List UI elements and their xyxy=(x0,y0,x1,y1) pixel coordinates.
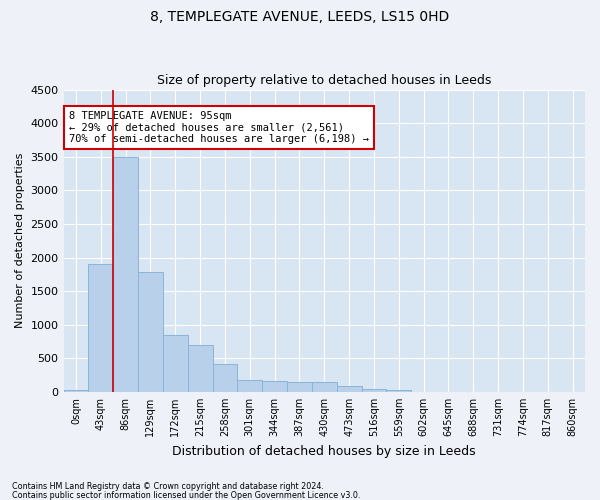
Text: 8 TEMPLEGATE AVENUE: 95sqm
← 29% of detached houses are smaller (2,561)
70% of s: 8 TEMPLEGATE AVENUE: 95sqm ← 29% of deta… xyxy=(69,110,369,144)
Bar xyxy=(386,390,411,392)
Bar xyxy=(312,382,337,392)
Bar xyxy=(287,382,312,392)
Text: 8, TEMPLEGATE AVENUE, LEEDS, LS15 0HD: 8, TEMPLEGATE AVENUE, LEEDS, LS15 0HD xyxy=(151,10,449,24)
Title: Size of property relative to detached houses in Leeds: Size of property relative to detached ho… xyxy=(157,74,491,87)
Text: Contains public sector information licensed under the Open Government Licence v3: Contains public sector information licen… xyxy=(12,490,361,500)
Bar xyxy=(337,386,362,392)
Bar xyxy=(163,335,188,392)
Bar xyxy=(188,345,212,392)
X-axis label: Distribution of detached houses by size in Leeds: Distribution of detached houses by size … xyxy=(172,444,476,458)
Bar xyxy=(262,381,287,392)
Text: Contains HM Land Registry data © Crown copyright and database right 2024.: Contains HM Land Registry data © Crown c… xyxy=(12,482,324,491)
Y-axis label: Number of detached properties: Number of detached properties xyxy=(15,153,25,328)
Bar xyxy=(113,157,138,392)
Bar xyxy=(238,380,262,392)
Bar xyxy=(64,390,88,392)
Bar xyxy=(362,389,386,392)
Bar xyxy=(138,272,163,392)
Bar xyxy=(88,264,113,392)
Bar xyxy=(212,364,238,392)
